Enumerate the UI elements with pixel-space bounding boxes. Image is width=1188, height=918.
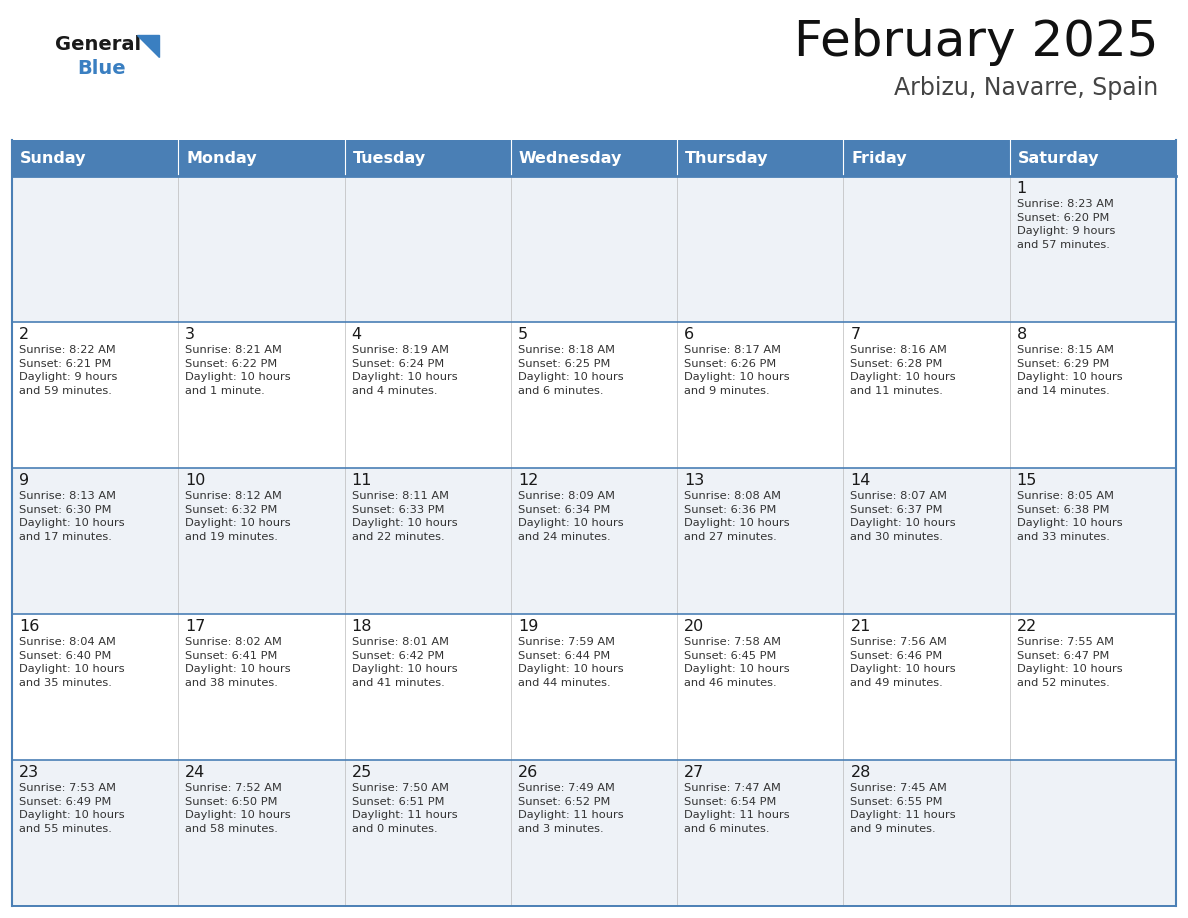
Text: 21: 21 <box>851 619 871 634</box>
Text: 20: 20 <box>684 619 704 634</box>
Text: 7: 7 <box>851 327 860 342</box>
Text: 27: 27 <box>684 765 704 780</box>
Bar <box>843 140 1010 176</box>
Text: 2: 2 <box>19 327 30 342</box>
Text: Sunrise: 7:50 AM
Sunset: 6:51 PM
Daylight: 11 hours
and 0 minutes.: Sunrise: 7:50 AM Sunset: 6:51 PM Dayligh… <box>352 783 457 834</box>
Text: Sunrise: 7:59 AM
Sunset: 6:44 PM
Daylight: 10 hours
and 44 minutes.: Sunrise: 7:59 AM Sunset: 6:44 PM Dayligh… <box>518 637 624 688</box>
Bar <box>345 140 511 176</box>
Text: 4: 4 <box>352 327 361 342</box>
Bar <box>12 140 178 176</box>
Text: Sunrise: 7:58 AM
Sunset: 6:45 PM
Daylight: 10 hours
and 46 minutes.: Sunrise: 7:58 AM Sunset: 6:45 PM Dayligh… <box>684 637 790 688</box>
Text: Sunrise: 8:19 AM
Sunset: 6:24 PM
Daylight: 10 hours
and 4 minutes.: Sunrise: 8:19 AM Sunset: 6:24 PM Dayligh… <box>352 345 457 396</box>
Text: Sunrise: 8:09 AM
Sunset: 6:34 PM
Daylight: 10 hours
and 24 minutes.: Sunrise: 8:09 AM Sunset: 6:34 PM Dayligh… <box>518 491 624 542</box>
Text: Sunrise: 8:08 AM
Sunset: 6:36 PM
Daylight: 10 hours
and 27 minutes.: Sunrise: 8:08 AM Sunset: 6:36 PM Dayligh… <box>684 491 790 542</box>
Text: Sunrise: 8:05 AM
Sunset: 6:38 PM
Daylight: 10 hours
and 33 minutes.: Sunrise: 8:05 AM Sunset: 6:38 PM Dayligh… <box>1017 491 1123 542</box>
Text: Sunrise: 8:23 AM
Sunset: 6:20 PM
Daylight: 9 hours
and 57 minutes.: Sunrise: 8:23 AM Sunset: 6:20 PM Dayligh… <box>1017 199 1116 250</box>
Text: 26: 26 <box>518 765 538 780</box>
Text: Sunrise: 7:49 AM
Sunset: 6:52 PM
Daylight: 11 hours
and 3 minutes.: Sunrise: 7:49 AM Sunset: 6:52 PM Dayligh… <box>518 783 624 834</box>
Text: 17: 17 <box>185 619 206 634</box>
Text: Sunrise: 7:55 AM
Sunset: 6:47 PM
Daylight: 10 hours
and 52 minutes.: Sunrise: 7:55 AM Sunset: 6:47 PM Dayligh… <box>1017 637 1123 688</box>
Text: Blue: Blue <box>77 59 126 78</box>
Text: Sunrise: 8:17 AM
Sunset: 6:26 PM
Daylight: 10 hours
and 9 minutes.: Sunrise: 8:17 AM Sunset: 6:26 PM Dayligh… <box>684 345 790 396</box>
Text: February 2025: February 2025 <box>794 18 1158 66</box>
Text: 19: 19 <box>518 619 538 634</box>
Bar <box>12 468 1176 614</box>
Text: 12: 12 <box>518 473 538 488</box>
Text: 24: 24 <box>185 765 206 780</box>
Bar <box>511 140 677 176</box>
Text: 18: 18 <box>352 619 372 634</box>
Bar <box>677 140 843 176</box>
Text: Sunrise: 8:11 AM
Sunset: 6:33 PM
Daylight: 10 hours
and 22 minutes.: Sunrise: 8:11 AM Sunset: 6:33 PM Dayligh… <box>352 491 457 542</box>
Text: Sunrise: 7:45 AM
Sunset: 6:55 PM
Daylight: 11 hours
and 9 minutes.: Sunrise: 7:45 AM Sunset: 6:55 PM Dayligh… <box>851 783 956 834</box>
Text: 15: 15 <box>1017 473 1037 488</box>
Bar <box>12 614 1176 760</box>
Text: Arbizu, Navarre, Spain: Arbizu, Navarre, Spain <box>893 76 1158 100</box>
Text: Tuesday: Tuesday <box>353 151 425 165</box>
Text: 6: 6 <box>684 327 694 342</box>
Text: Sunrise: 8:12 AM
Sunset: 6:32 PM
Daylight: 10 hours
and 19 minutes.: Sunrise: 8:12 AM Sunset: 6:32 PM Dayligh… <box>185 491 291 542</box>
Bar <box>12 760 1176 906</box>
Text: 10: 10 <box>185 473 206 488</box>
Text: 5: 5 <box>518 327 527 342</box>
Text: 22: 22 <box>1017 619 1037 634</box>
Text: Sunrise: 7:56 AM
Sunset: 6:46 PM
Daylight: 10 hours
and 49 minutes.: Sunrise: 7:56 AM Sunset: 6:46 PM Dayligh… <box>851 637 956 688</box>
Text: Wednesday: Wednesday <box>519 151 623 165</box>
Text: Friday: Friday <box>852 151 908 165</box>
Text: Sunrise: 8:04 AM
Sunset: 6:40 PM
Daylight: 10 hours
and 35 minutes.: Sunrise: 8:04 AM Sunset: 6:40 PM Dayligh… <box>19 637 125 688</box>
Bar <box>178 140 345 176</box>
Text: 13: 13 <box>684 473 704 488</box>
Text: Sunrise: 7:47 AM
Sunset: 6:54 PM
Daylight: 11 hours
and 6 minutes.: Sunrise: 7:47 AM Sunset: 6:54 PM Dayligh… <box>684 783 790 834</box>
Text: 11: 11 <box>352 473 372 488</box>
Text: 3: 3 <box>185 327 195 342</box>
Text: Sunrise: 8:13 AM
Sunset: 6:30 PM
Daylight: 10 hours
and 17 minutes.: Sunrise: 8:13 AM Sunset: 6:30 PM Dayligh… <box>19 491 125 542</box>
Text: 16: 16 <box>19 619 39 634</box>
Polygon shape <box>137 35 159 57</box>
Text: Sunrise: 8:15 AM
Sunset: 6:29 PM
Daylight: 10 hours
and 14 minutes.: Sunrise: 8:15 AM Sunset: 6:29 PM Dayligh… <box>1017 345 1123 396</box>
Text: Sunrise: 7:52 AM
Sunset: 6:50 PM
Daylight: 10 hours
and 58 minutes.: Sunrise: 7:52 AM Sunset: 6:50 PM Dayligh… <box>185 783 291 834</box>
Text: Saturday: Saturday <box>1018 151 1099 165</box>
Text: 9: 9 <box>19 473 30 488</box>
Text: Sunday: Sunday <box>20 151 87 165</box>
Text: Sunrise: 8:16 AM
Sunset: 6:28 PM
Daylight: 10 hours
and 11 minutes.: Sunrise: 8:16 AM Sunset: 6:28 PM Dayligh… <box>851 345 956 396</box>
Text: Sunrise: 7:53 AM
Sunset: 6:49 PM
Daylight: 10 hours
and 55 minutes.: Sunrise: 7:53 AM Sunset: 6:49 PM Dayligh… <box>19 783 125 834</box>
Text: Sunrise: 8:18 AM
Sunset: 6:25 PM
Daylight: 10 hours
and 6 minutes.: Sunrise: 8:18 AM Sunset: 6:25 PM Dayligh… <box>518 345 624 396</box>
Text: 8: 8 <box>1017 327 1026 342</box>
Text: Sunrise: 8:01 AM
Sunset: 6:42 PM
Daylight: 10 hours
and 41 minutes.: Sunrise: 8:01 AM Sunset: 6:42 PM Dayligh… <box>352 637 457 688</box>
Text: 23: 23 <box>19 765 39 780</box>
Text: Thursday: Thursday <box>685 151 769 165</box>
Text: Sunrise: 8:02 AM
Sunset: 6:41 PM
Daylight: 10 hours
and 38 minutes.: Sunrise: 8:02 AM Sunset: 6:41 PM Dayligh… <box>185 637 291 688</box>
Text: Sunrise: 8:22 AM
Sunset: 6:21 PM
Daylight: 9 hours
and 59 minutes.: Sunrise: 8:22 AM Sunset: 6:21 PM Dayligh… <box>19 345 118 396</box>
Text: Monday: Monday <box>187 151 257 165</box>
Bar <box>12 176 1176 322</box>
Text: 25: 25 <box>352 765 372 780</box>
Text: 1: 1 <box>1017 181 1026 196</box>
Text: 28: 28 <box>851 765 871 780</box>
Text: 14: 14 <box>851 473 871 488</box>
Bar <box>12 322 1176 468</box>
Text: Sunrise: 8:07 AM
Sunset: 6:37 PM
Daylight: 10 hours
and 30 minutes.: Sunrise: 8:07 AM Sunset: 6:37 PM Dayligh… <box>851 491 956 542</box>
Bar <box>1010 140 1176 176</box>
Text: Sunrise: 8:21 AM
Sunset: 6:22 PM
Daylight: 10 hours
and 1 minute.: Sunrise: 8:21 AM Sunset: 6:22 PM Dayligh… <box>185 345 291 396</box>
Text: General: General <box>55 35 141 54</box>
